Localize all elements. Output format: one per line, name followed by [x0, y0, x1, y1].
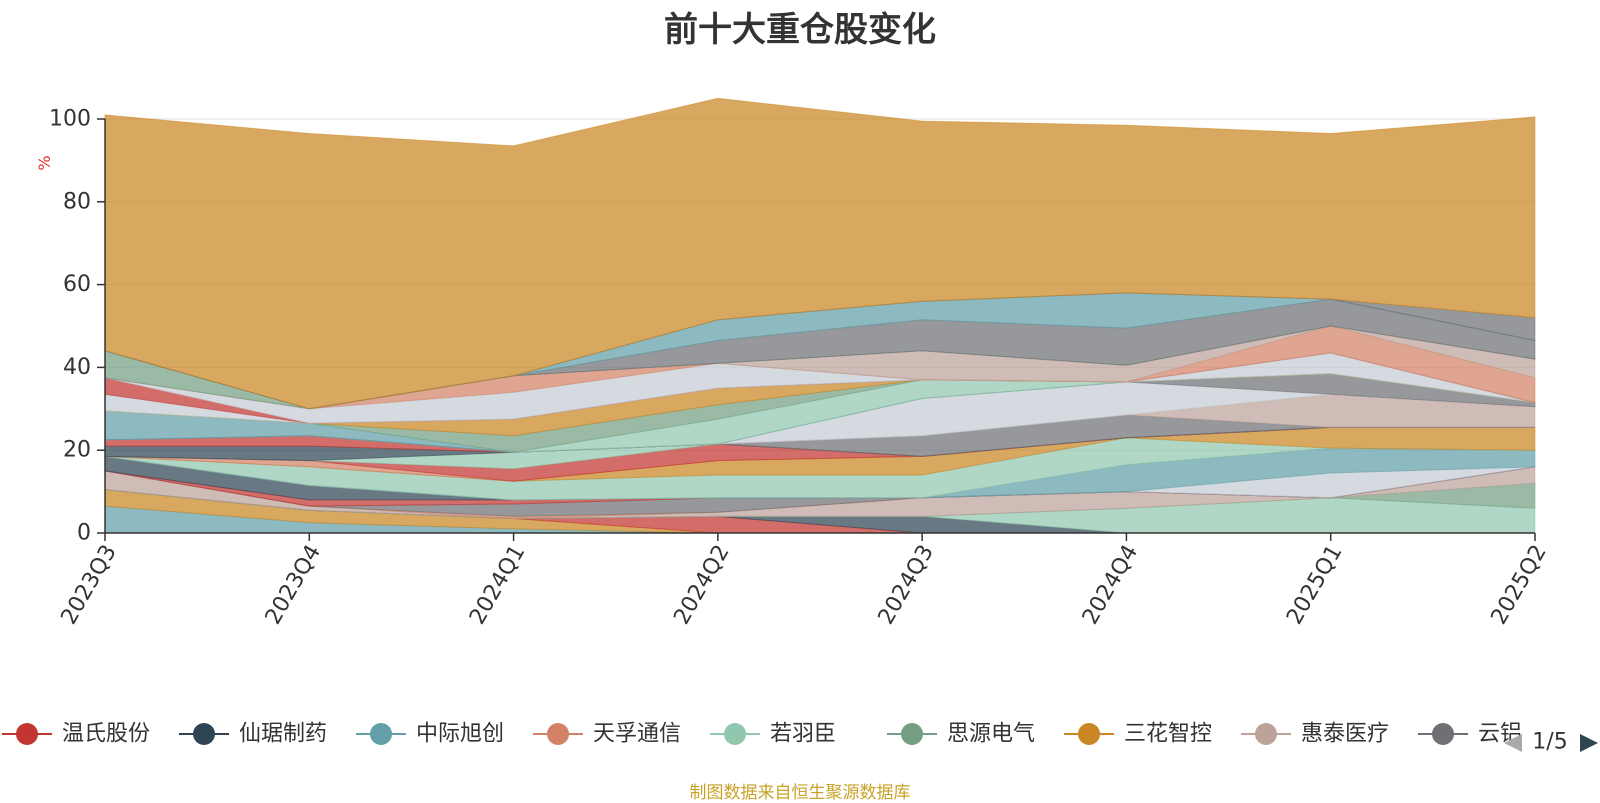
y-tick-label: 60	[63, 272, 91, 297]
x-tick-label: 2023Q4	[261, 541, 326, 629]
y-tick-label: 40	[63, 355, 91, 380]
y-ticks: 0 20 40 60 80 100	[49, 107, 105, 546]
legend-label: 温氏股份	[62, 722, 150, 747]
x-tick-label: 2024Q3	[874, 541, 939, 629]
legend-dot-icon	[1255, 723, 1277, 745]
y-tick-label: 80	[63, 189, 91, 214]
legend-label: 天孚通信	[593, 722, 681, 747]
legend-dot-icon	[1432, 723, 1454, 745]
legend-dot-icon	[370, 723, 392, 745]
x-tick-label: 2023Q3	[57, 541, 122, 629]
legend-pager: 1/5	[1504, 730, 1598, 755]
legend-item[interactable]: 仙琚制药	[179, 722, 327, 747]
legend-item[interactable]: 若羽臣	[710, 722, 836, 747]
axes	[104, 119, 1535, 534]
stacked-areas	[104, 97, 1536, 534]
legend-dot-icon	[901, 723, 923, 745]
legend-dot-icon	[1078, 723, 1100, 745]
x-tick-label: 2025Q1	[1282, 541, 1347, 629]
legend-label: 思源电气	[947, 722, 1035, 747]
legend-label: 仙琚制药	[239, 722, 327, 747]
y-tick-label: 100	[49, 107, 91, 132]
legend-label: 三花智控	[1124, 722, 1212, 747]
legend-dot-icon	[724, 723, 746, 745]
legend-next-icon[interactable]	[1580, 734, 1598, 752]
x-tick-label: 2024Q2	[669, 541, 734, 629]
legend-item[interactable]: 温氏股份	[2, 722, 150, 747]
x-tick-label: 2025Q2	[1487, 541, 1552, 629]
legend-item[interactable]: 惠泰医疗	[1241, 722, 1389, 747]
legend-item[interactable]: 天孚通信	[533, 722, 681, 747]
legend-dot-icon	[193, 723, 215, 745]
legend-label: 惠泰医疗	[1301, 722, 1389, 747]
legend-dot-icon	[547, 723, 569, 745]
legend-item[interactable]: 云铝	[1418, 722, 1522, 747]
y-axis-label: %	[35, 155, 54, 170]
legend: 温氏股份 仙琚制药 中际旭创 天孚通信 若羽臣 思源电气 三花智控 惠泰医疗 云铝	[2, 722, 1522, 747]
legend-label: 若羽臣	[770, 722, 836, 747]
x-tick-label: 2024Q1	[465, 541, 530, 629]
y-tick-label: 0	[77, 521, 91, 546]
x-tick-label: 2024Q4	[1078, 541, 1143, 629]
legend-item[interactable]: 三花智控	[1064, 722, 1212, 747]
legend-item[interactable]: 思源电气	[887, 722, 1035, 747]
legend-dot-icon	[16, 723, 38, 745]
legend-label: 中际旭创	[416, 722, 504, 747]
chart-title: 前十大重仓股变化	[664, 10, 936, 50]
legend-page-indicator: 1/5	[1532, 730, 1567, 755]
source-note: 制图数据来自恒生聚源数据库	[689, 783, 911, 803]
legend-item[interactable]: 中际旭创	[356, 722, 504, 747]
y-tick-label: 20	[63, 438, 91, 463]
area-series-37	[104, 97, 1536, 410]
legend-prev-icon[interactable]	[1504, 734, 1522, 752]
x-ticks: 2023Q3 2023Q4 2024Q1 2024Q2 2024Q3 2024Q4 2025…	[57, 533, 1552, 629]
